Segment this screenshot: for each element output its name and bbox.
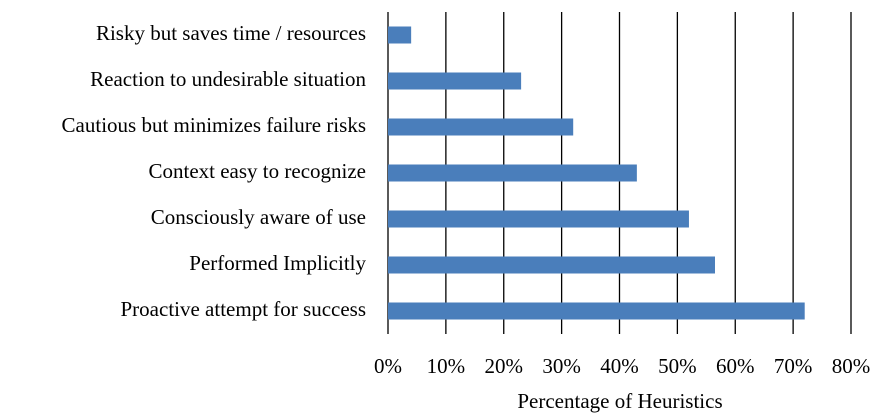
x-tick-label: 10% [427,354,466,378]
y-tick-label: Cautious but minimizes failure risks [62,113,366,137]
y-tick-label: Reaction to undesirable situation [90,67,366,91]
y-tick-label: Proactive attempt for success [121,297,367,321]
x-tick-label: 60% [716,354,755,378]
x-axis-title: Percentage of Heuristics [517,389,722,413]
y-tick-label: Consciously aware of use [151,205,366,229]
x-tick-label: 80% [832,354,871,378]
bar [388,26,412,44]
x-tick-label: 0% [374,354,402,378]
x-tick-label: 50% [658,354,697,378]
bar [388,210,689,228]
y-tick-label: Context easy to recognize [148,159,366,183]
bar [388,118,574,136]
bar [388,256,715,274]
x-tick-label: 30% [542,354,581,378]
y-tick-label: Performed Implicitly [189,251,366,275]
x-tick-label: 40% [600,354,639,378]
bar [388,302,805,320]
bar [388,72,522,90]
x-tick-label: 70% [774,354,813,378]
x-tick-label: 20% [485,354,524,378]
y-tick-label: Risky but saves time / resources [96,21,366,45]
bar [388,164,637,182]
